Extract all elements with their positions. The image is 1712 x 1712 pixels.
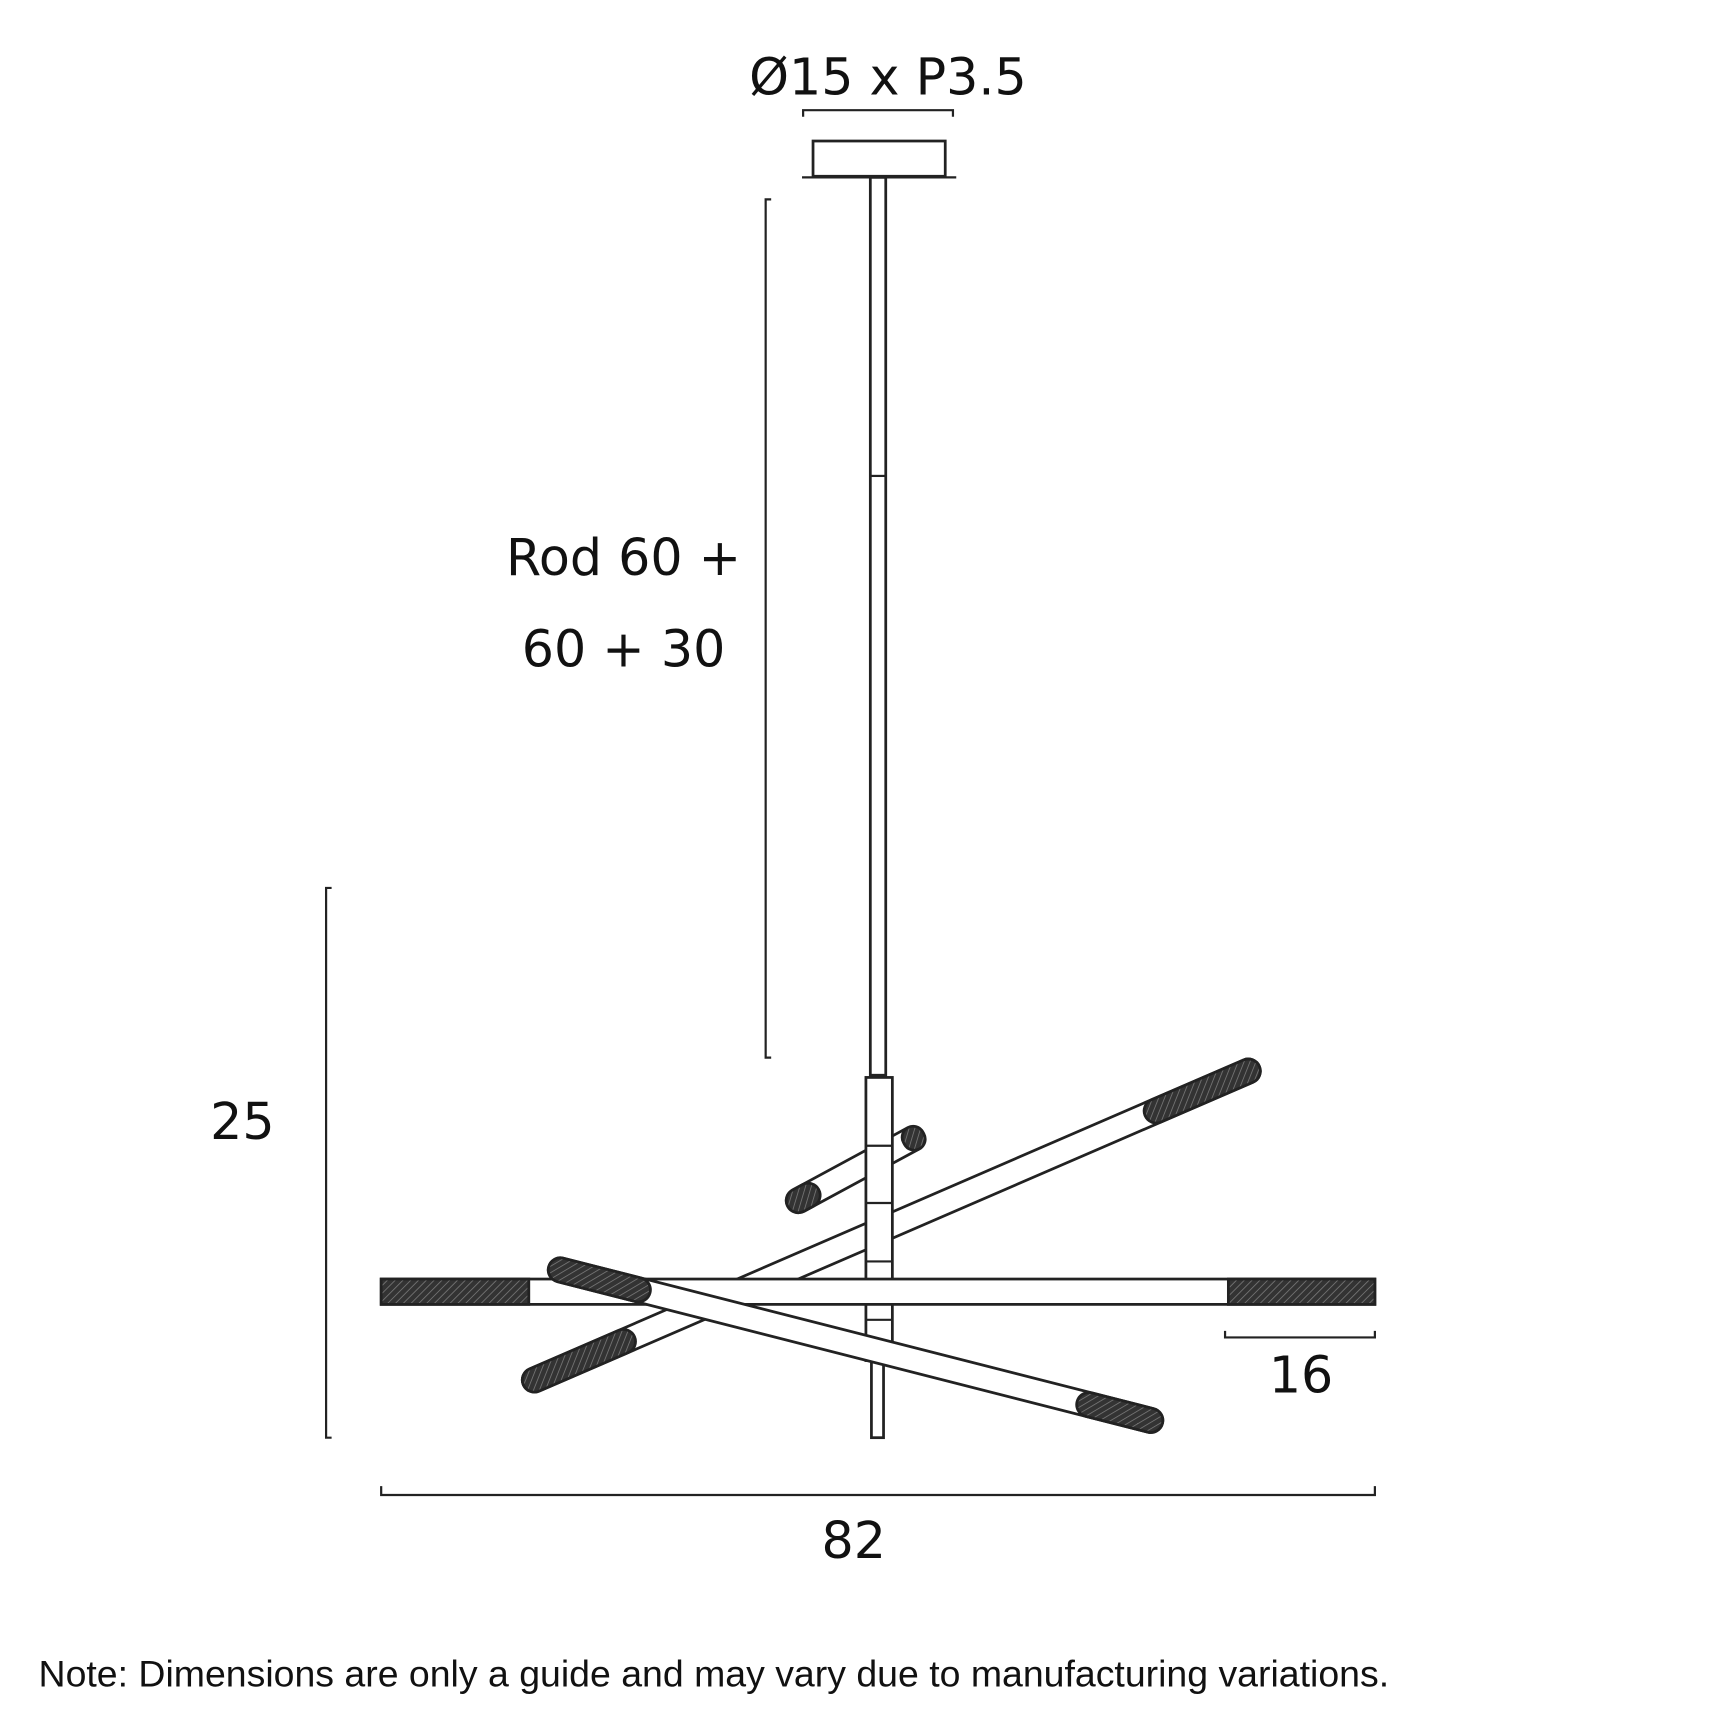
dimension-label: 16 [1269,1346,1333,1405]
tube [546,1256,1165,1434]
dimension-line [380,1486,1376,1497]
rod [764,175,888,1077]
dimension-line [324,886,332,1439]
dimension-label: Rod 60 + [506,528,741,587]
hub [864,1076,894,1440]
dimension-label: 82 [822,1511,886,1570]
dimension-label: Ø15 x P3.5 [749,48,1027,107]
tube [379,1277,1377,1306]
canopy [802,109,957,179]
note: Note: Dimensions are only a guide and ma… [39,1653,1390,1695]
dimension-label: 25 [210,1092,274,1151]
tube [784,1124,927,1215]
dimension-label: 60 + 30 [522,620,726,679]
dimension-line [1223,1330,1376,1339]
